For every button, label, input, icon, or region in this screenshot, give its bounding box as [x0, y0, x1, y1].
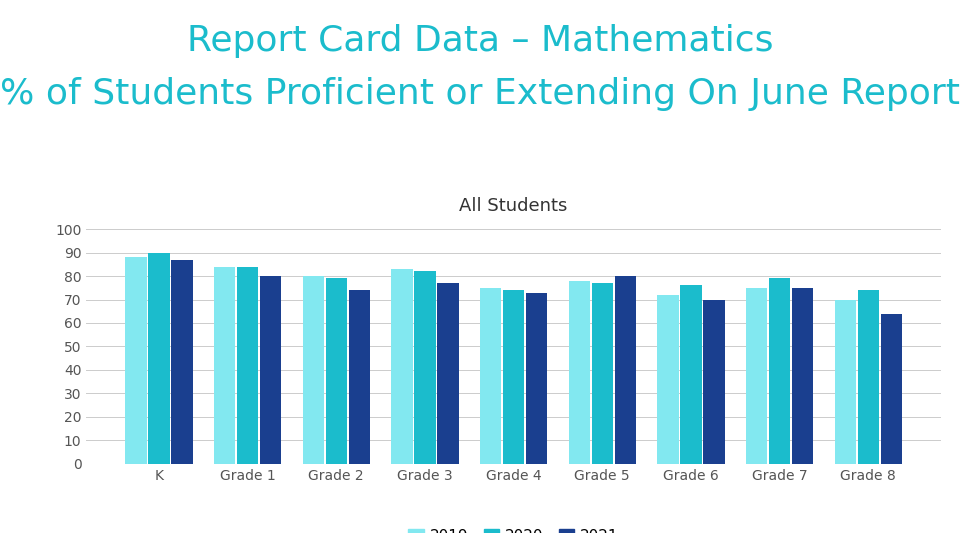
Bar [503, 290, 524, 464]
Bar [880, 313, 902, 464]
Bar [415, 271, 436, 464]
Bar [857, 290, 879, 464]
Bar [834, 300, 856, 464]
Bar [614, 276, 636, 464]
Bar [260, 276, 281, 464]
Bar [237, 266, 258, 464]
Text: All Students: All Students [460, 197, 567, 215]
Bar [302, 276, 324, 464]
Bar [438, 283, 459, 464]
Bar [769, 278, 790, 464]
Bar [148, 253, 170, 464]
Bar [171, 260, 193, 464]
Text: % of Students Proficient or Extending On June Report: % of Students Proficient or Extending On… [0, 77, 960, 111]
Bar [325, 278, 347, 464]
Bar [792, 288, 813, 464]
Bar [568, 281, 589, 464]
Bar [480, 288, 501, 464]
Legend: 2019, 2020, 2021: 2019, 2020, 2021 [402, 523, 625, 533]
Bar [591, 283, 612, 464]
Bar [214, 266, 235, 464]
Bar [125, 257, 147, 464]
Bar [681, 286, 702, 464]
Bar [392, 269, 413, 464]
Bar [526, 293, 547, 464]
Bar [746, 288, 767, 464]
Bar [348, 290, 370, 464]
Text: Report Card Data – Mathematics: Report Card Data – Mathematics [187, 24, 773, 58]
Bar [704, 300, 725, 464]
Bar [658, 295, 679, 464]
